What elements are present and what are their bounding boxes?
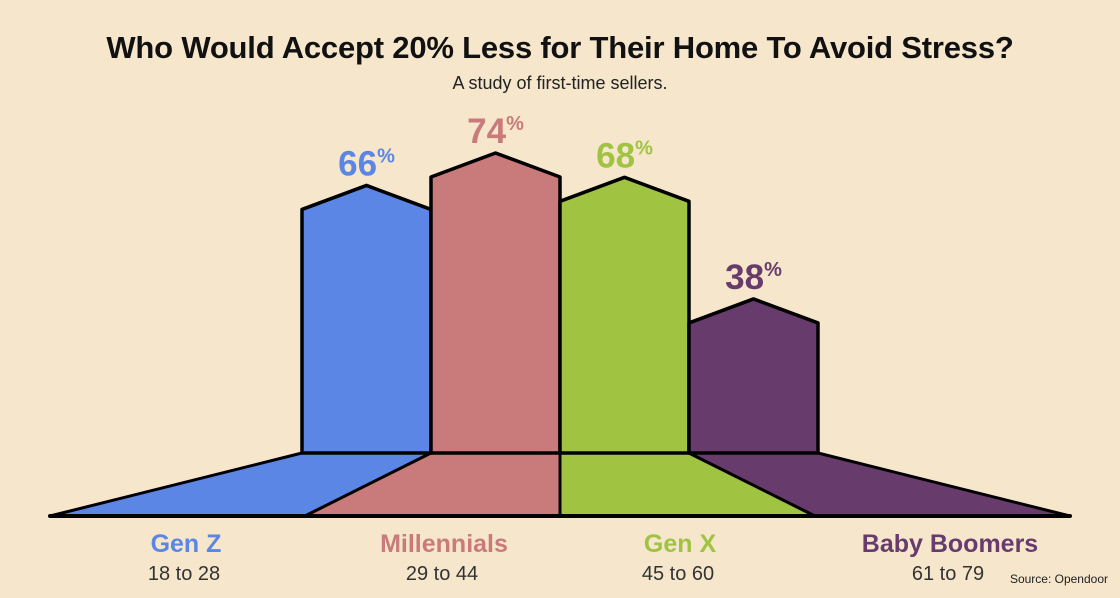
chart-subtitle: A study of first-time sellers. [452, 73, 668, 93]
bar-gen-x [558, 175, 691, 455]
age-range-label: 45 to 60 [642, 563, 714, 585]
data-label: 38% [725, 258, 782, 297]
category-label: Millennials [380, 530, 508, 558]
category-label: Gen X [644, 530, 717, 558]
data-label: 68% [596, 136, 653, 175]
category-label: Gen Z [151, 530, 222, 558]
data-label-unit: % [764, 259, 782, 281]
age-range-label: 61 to 79 [912, 563, 984, 585]
age-range-label: 29 to 44 [406, 563, 478, 585]
data-label-unit: % [635, 137, 653, 159]
data-label-unit: % [506, 113, 524, 135]
age-range-label: 18 to 28 [148, 563, 220, 585]
data-label: 74% [467, 112, 524, 151]
bar-millennials [429, 151, 562, 455]
data-label: 66% [338, 144, 395, 183]
source-note: Source: Opendoor [1009, 572, 1108, 586]
bar-gen-z [300, 183, 433, 455]
data-label-unit: % [377, 145, 395, 167]
chart-title: Who Would Accept 20% Less for Their Home… [106, 30, 1014, 65]
category-label: Baby Boomers [862, 530, 1038, 558]
bar-baby-boomers [687, 297, 820, 455]
